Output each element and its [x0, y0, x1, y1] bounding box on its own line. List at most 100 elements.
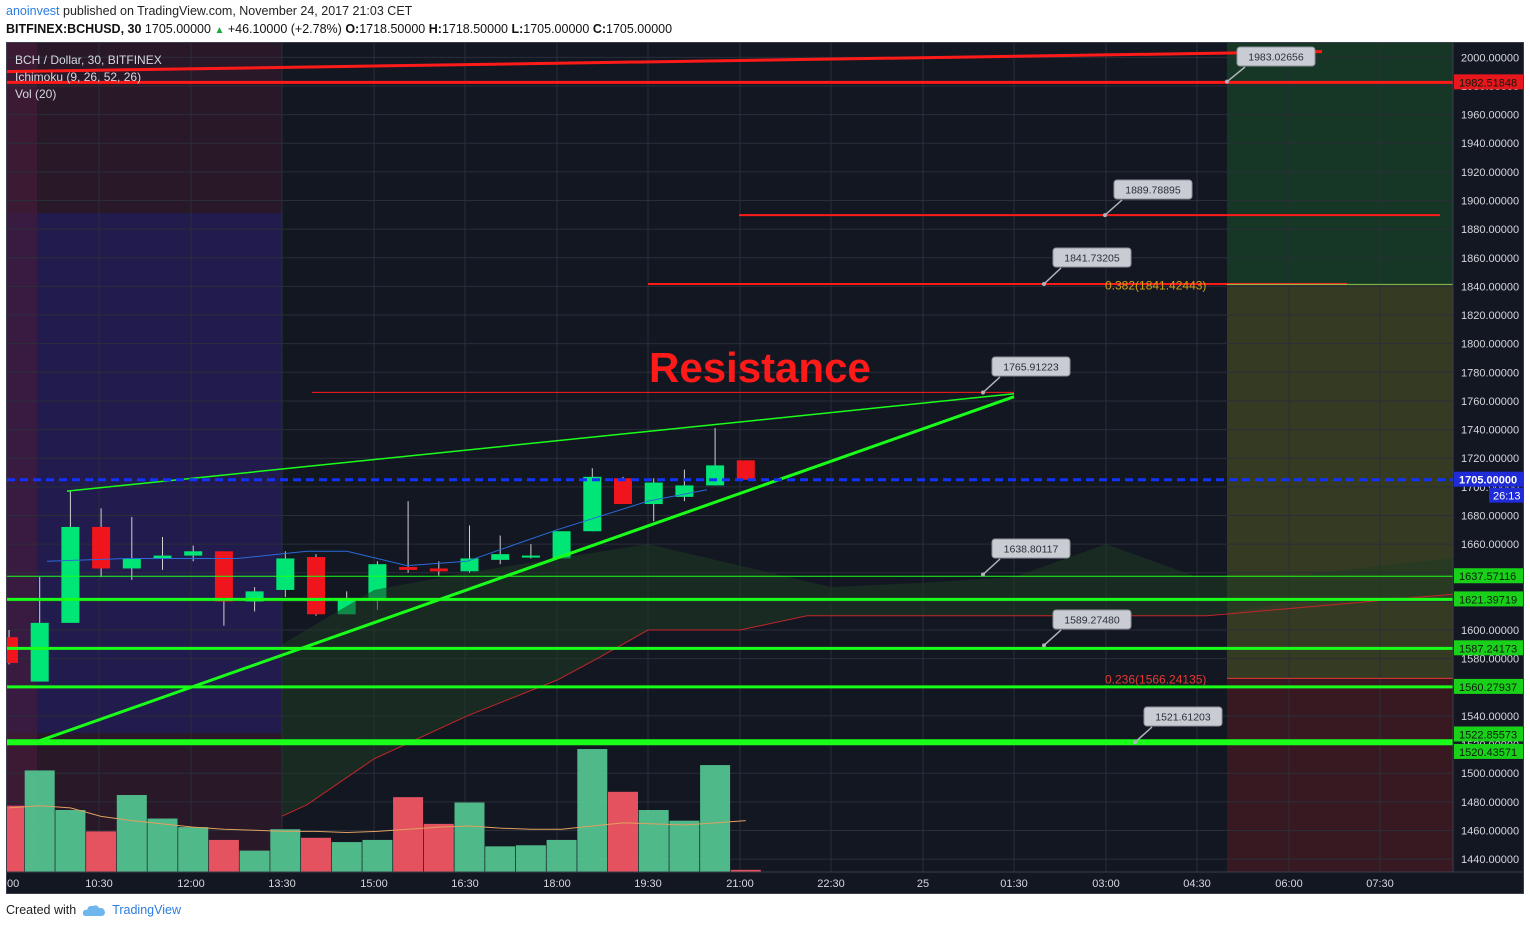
candle-body: [61, 526, 80, 623]
price-chart[interactable]: 0.382(1841.42443) 0.236(1566.24135) 1983.0…: [0, 43, 1524, 893]
time-axis-label: 07:30: [1366, 878, 1394, 890]
zone-right-green: [1227, 43, 1453, 285]
zone-right-olive: [1227, 284, 1453, 679]
time-axis-label: 21:00: [726, 878, 754, 890]
low-value: 1705.00000: [523, 22, 590, 36]
time-axis-label: 25: [917, 878, 929, 890]
author-link[interactable]: anoinvest: [6, 4, 60, 18]
time-axis-label: 00: [7, 878, 19, 890]
open-label: O:: [345, 22, 360, 36]
price-callout: 1983.02656: [1225, 46, 1316, 84]
volume-bar: [730, 869, 761, 872]
symbol-label: BITFINEX:BCHUSD, 30: [6, 22, 142, 36]
legend-ichimoku: Ichimoku (9, 26, 52, 26): [15, 70, 142, 84]
candle-body: [521, 555, 540, 558]
fib-236-label: 0.236(1566.24135): [1105, 672, 1206, 686]
price-callout: 1638.80117: [981, 538, 1071, 577]
callout-pointer: [1043, 629, 1062, 646]
volume-bar: [270, 829, 301, 872]
price-callout: 1889.78895: [1103, 179, 1193, 218]
time-axis-label: 01:30: [1000, 878, 1028, 890]
low-label: L:: [511, 22, 524, 36]
volume-bar: [608, 791, 638, 872]
volume-bar: [362, 839, 393, 872]
volume-bar: [546, 839, 577, 872]
callout-pointer: [982, 558, 1001, 576]
close-value: 1705.00000: [606, 22, 673, 36]
fib-382-label: 0.382(1841.42443): [1105, 278, 1206, 292]
candle-body: [706, 465, 725, 486]
candle-body: [399, 567, 418, 570]
time-axis-label: 03:00: [1092, 878, 1120, 890]
volume-bar: [669, 820, 700, 872]
callout-box: [1052, 247, 1132, 268]
price-axis-label: 1880.00000: [1461, 224, 1519, 236]
countdown-text: 26:13: [1493, 491, 1521, 503]
callout-anchor: [981, 572, 985, 577]
volume-bar: [239, 850, 270, 872]
time-axis-label: 06:00: [1275, 878, 1303, 890]
volume-bar: [515, 845, 546, 872]
candle-body: [583, 476, 602, 532]
last-price: 1705.00000: [144, 22, 211, 36]
candle-body: [736, 460, 755, 480]
price-axis-label: 1740.00000: [1461, 425, 1519, 437]
volume-bar: [700, 765, 731, 872]
candle-body: [614, 478, 632, 505]
price-callout: 1765.91223: [981, 356, 1071, 395]
open-value: 1718.50000: [359, 22, 426, 36]
tradingview-link[interactable]: TradingView: [112, 903, 181, 917]
tradingview-cloud-icon: [82, 905, 106, 916]
price-axis-label: 1680.00000: [1461, 510, 1519, 522]
chart-legend: BCH / Dollar, 30, BITFINEX Ichimoku (9, …: [15, 52, 162, 103]
volume-bar: [485, 846, 516, 872]
time-axis-label: 22:30: [817, 878, 845, 890]
volume-bar: [301, 837, 331, 872]
time-axis-label: 18:00: [543, 878, 571, 890]
volume-bar: [0, 805, 24, 872]
candle-body: [122, 558, 141, 569]
price-axis-label: 1720.00000: [1461, 453, 1519, 465]
callout-box: [1113, 179, 1193, 200]
callout-text: 1983.02656: [1248, 52, 1304, 64]
volume-bar: [208, 839, 239, 872]
candle-body: [429, 568, 448, 572]
price-axis-label: 1460.00000: [1461, 825, 1519, 837]
candle-body: [307, 557, 325, 615]
callout-box: [1052, 609, 1132, 630]
volume-bar: [55, 809, 86, 872]
price-axis-label: 1480.00000: [1461, 797, 1519, 809]
price-callout: 1589.27480: [1042, 609, 1132, 648]
volume-bar: [423, 823, 454, 872]
high-value: 1718.50000: [441, 22, 508, 36]
price-callout: 1521.61203: [1133, 706, 1223, 745]
callout-anchor: [1042, 643, 1046, 648]
volume-bar: [86, 831, 117, 872]
price-tag-bg: [1454, 743, 1524, 759]
price-axis-label: 1800.00000: [1461, 339, 1519, 351]
price-tag-bg: [1454, 568, 1524, 584]
callout-box: [991, 356, 1071, 377]
price-axis-label: 1900.00000: [1461, 195, 1519, 207]
time-axis-label: 19:30: [634, 878, 662, 890]
price-axis-label: 1860.00000: [1461, 253, 1519, 265]
candle-body: [276, 558, 295, 590]
zone-right-red: [1227, 678, 1453, 872]
legend-volume: Vol (20): [15, 87, 57, 101]
ichimoku-cloud: [282, 544, 1453, 817]
price-tag-text: 1520.43571: [1459, 747, 1517, 759]
volume-bar: [147, 818, 178, 872]
price-axis-label: 1760.00000: [1461, 396, 1519, 408]
time-axis-label: 13:30: [268, 878, 296, 890]
chart-panel[interactable]: 0.382(1841.42443) 0.236(1566.24135) 1983.0…: [0, 42, 1524, 894]
price-tag-text: 1587.24173: [1459, 643, 1517, 655]
price-tag-bg: [1454, 640, 1524, 656]
time-axis-label: 10:30: [85, 878, 113, 890]
price-axis-label: 1940.00000: [1461, 138, 1519, 150]
candle-body: [153, 555, 172, 559]
current-price-tag-text: 1705.00000: [1459, 475, 1517, 487]
callout-text: 1589.27480: [1064, 615, 1120, 627]
price-axis-label: 1960.00000: [1461, 110, 1519, 122]
ohlc-bar: BITFINEX:BCHUSD, 30 1705.00000 ▲ +46.100…: [6, 22, 672, 36]
volume-bar: [454, 802, 485, 872]
